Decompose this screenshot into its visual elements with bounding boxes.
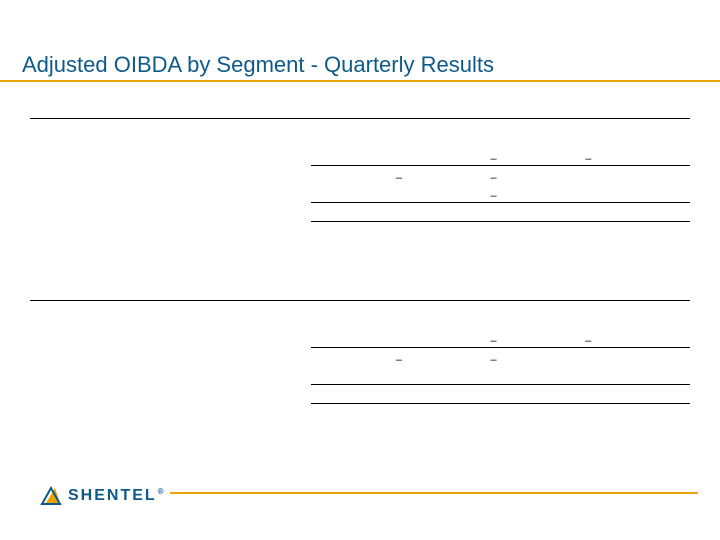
table-cell: [406, 100, 501, 119]
table-row: [30, 100, 690, 119]
table-cell: [311, 385, 406, 404]
table-cell: [311, 329, 406, 348]
table-cell: [595, 203, 690, 222]
table-cell: [501, 100, 596, 119]
table-cell: [311, 203, 406, 222]
table-row: [30, 203, 690, 222]
table-cell: [501, 385, 596, 404]
table-top: –––––: [30, 100, 690, 222]
gap-cell: [30, 119, 690, 148]
table-cell: [30, 184, 311, 203]
table-cell: [595, 282, 690, 301]
table-cell: [30, 329, 311, 348]
table-row: ––: [30, 329, 690, 348]
title-rule: [0, 80, 720, 82]
table-cell: [406, 366, 501, 385]
table-cell: –: [406, 147, 501, 166]
logo-name: SHENTEL: [68, 487, 157, 504]
table-cell: [595, 348, 690, 367]
slide: Adjusted OIBDA by Segment - Quarterly Re…: [0, 0, 720, 540]
table-cell: [30, 282, 311, 301]
table-cell: –: [311, 348, 406, 367]
table-row: –: [30, 184, 690, 203]
table-cell: –: [406, 329, 501, 348]
table-row: ––: [30, 147, 690, 166]
table-cell: [30, 166, 311, 185]
table-cell: [501, 166, 596, 185]
table-cell: [30, 366, 311, 385]
table-row: [30, 385, 690, 404]
table-cell: [311, 147, 406, 166]
table-row: [30, 301, 690, 330]
table-row: ––: [30, 166, 690, 185]
table-cell: [595, 100, 690, 119]
table-cell: [501, 203, 596, 222]
table-cell: [595, 385, 690, 404]
table-cell: [30, 203, 311, 222]
table-cell: –: [406, 348, 501, 367]
table-row: [30, 366, 690, 385]
table-cell: [30, 147, 311, 166]
footer-rule: [170, 492, 698, 494]
table-cell: [595, 184, 690, 203]
table-cell: [595, 147, 690, 166]
table-cell: [501, 348, 596, 367]
table-row: [30, 282, 690, 301]
table-cell: –: [406, 166, 501, 185]
table-cell: [311, 100, 406, 119]
table-cell: [406, 203, 501, 222]
table-cell: [406, 385, 501, 404]
table-spacer: [30, 222, 690, 282]
table-row: [30, 119, 690, 148]
logo-text: SHENTEL®: [68, 487, 166, 505]
table-cell: –: [406, 184, 501, 203]
table-cell: [501, 184, 596, 203]
table-cell: [311, 282, 406, 301]
table-cell: [501, 282, 596, 301]
table-cell: [595, 329, 690, 348]
content-area: ––––– ––––: [30, 100, 690, 460]
table-cell: [311, 366, 406, 385]
logo-reg: ®: [158, 487, 166, 496]
logo-triangle-icon: [40, 486, 62, 506]
table-cell: [311, 184, 406, 203]
table-cell: [406, 282, 501, 301]
table-cell: [595, 366, 690, 385]
gap-cell: [30, 301, 690, 330]
table-cell: [30, 348, 311, 367]
table-cell: –: [501, 147, 596, 166]
table-cell: [595, 166, 690, 185]
table-cell: [30, 385, 311, 404]
table-bottom: ––––: [30, 282, 690, 404]
table-row: ––: [30, 348, 690, 367]
table-cell: –: [311, 166, 406, 185]
page-title: Adjusted OIBDA by Segment - Quarterly Re…: [22, 52, 494, 78]
table-cell: [30, 100, 311, 119]
table-cell: –: [501, 329, 596, 348]
logo: SHENTEL®: [40, 486, 166, 506]
table-cell: [501, 366, 596, 385]
